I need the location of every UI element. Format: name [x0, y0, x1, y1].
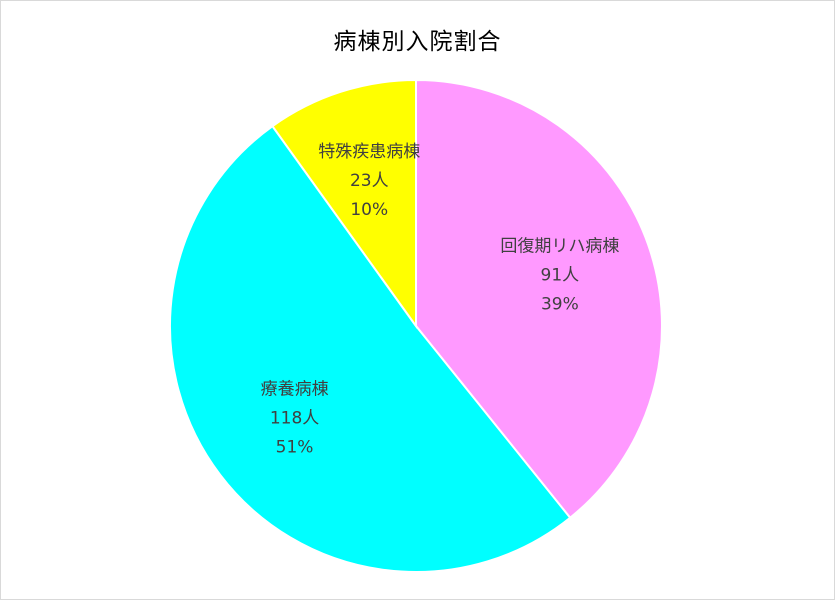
slice-count-label-2: 23人	[350, 171, 389, 191]
slice-percent-label-0: 39%	[541, 294, 579, 314]
slice-count-label-0: 91人	[541, 265, 580, 285]
pie-slice-2	[271, 78, 417, 330]
slice-count-label-1: 118人	[270, 408, 319, 428]
chart-title: 病棟別入院割合	[333, 29, 502, 55]
slice-percent-label-2: 10%	[350, 200, 388, 220]
pie-slice-1	[168, 124, 572, 574]
pie-slice-0	[415, 78, 663, 520]
slice-percent-label-1: 51%	[276, 437, 314, 457]
slice-name-label-2: 特殊疾患病棟	[318, 142, 420, 162]
slice-name-label-0: 回復期リハ病棟	[500, 236, 619, 256]
slice-name-label-1: 療養病棟	[261, 379, 329, 399]
